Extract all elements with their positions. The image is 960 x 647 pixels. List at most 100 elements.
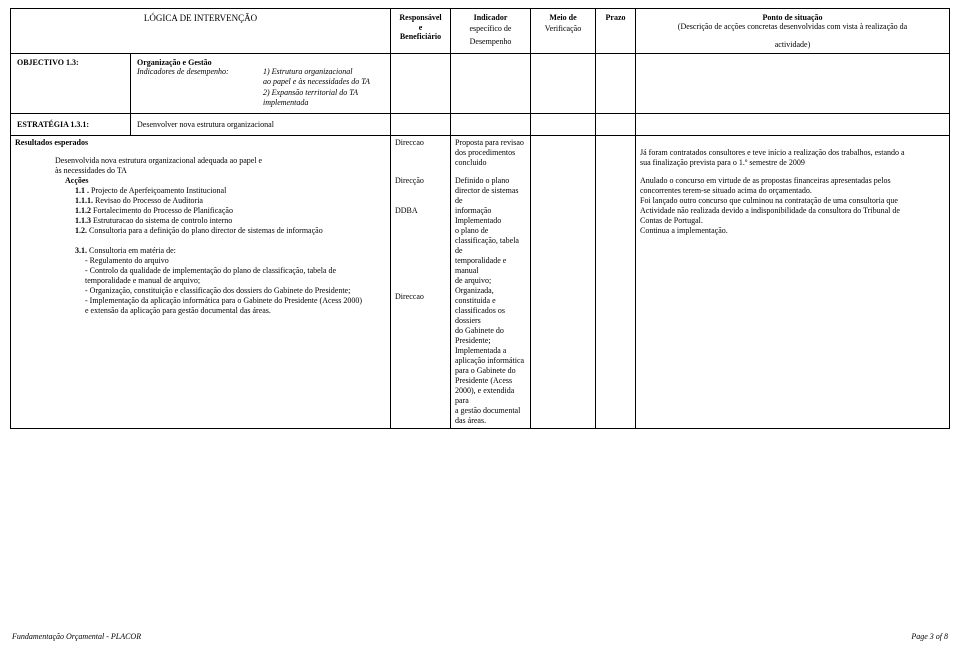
accao-1-1-2: 1.1.2 Fortalecimento do Processo de Plan… [15, 206, 386, 216]
accao-1-1: 1.1 . Projecto de Aperfeiçoamento Instit… [15, 186, 386, 196]
resp-l1: Responsável [399, 13, 441, 22]
ponto-3b: Contas de Portugal. [640, 216, 945, 226]
ponto-2c: Foi lançado outro concurso que culminou … [640, 196, 945, 206]
ponto-l1: Ponto de situação [763, 13, 823, 22]
ind-3f: constituida e [455, 296, 526, 306]
resp-l2: e [419, 23, 423, 32]
logica-header: LÓGICA DE INTERVENÇÃO [11, 9, 391, 54]
ponto-2b: concorrentes terem-se situado acima do o… [640, 186, 945, 196]
resp-2: Direcção [395, 176, 446, 186]
est-empty-prazo [596, 113, 636, 135]
estrategia-desc: Desenvolver nova estrutura organizaciona… [131, 113, 391, 135]
ind-l3: Desempenho [457, 37, 524, 46]
ind-3m: Presidente (Acess [455, 376, 526, 386]
body-meio-cell [531, 136, 596, 429]
estrategia-label: ESTRATÉGIA 1.3.1: [11, 113, 131, 135]
ind-3e: de arquivo; Organizada, [455, 276, 526, 296]
accao-1-1-3: 1.1.3 Estruturacao do sistema de control… [15, 216, 386, 226]
sub-bullet-2: - Controlo da qualidade de implementação… [15, 266, 386, 276]
ind-3c: classificação, tabela de [455, 236, 526, 256]
ind-3a: Implementado [455, 216, 526, 226]
header-table: LÓGICA DE INTERVENÇÃO Responsável e Bene… [10, 8, 950, 136]
accao-1-1-1: 1.1.1. Revisao do Processo de Auditoria [15, 196, 386, 206]
body-row: Resultados esperados Desenvolvida nova e… [11, 136, 950, 429]
document-page: LÓGICA DE INTERVENÇÃO Responsável e Bene… [0, 0, 960, 449]
resp-l3: Beneficiário [400, 32, 441, 41]
objectivo-label: OBJECTIVO 1.3: [11, 54, 131, 114]
sub-bullet-4b: e extensão da aplicação para gestão docu… [15, 306, 386, 316]
obj-empty-ponto [636, 54, 950, 114]
ind-l2: específico de [457, 24, 524, 33]
ind-desemp-label: Indicadores de desempenho: [137, 67, 257, 76]
body-ind-cell: Proposta para revisao dos procedimentos … [451, 136, 531, 429]
objectivo-content: Organização e Gestão Indicadores de dese… [131, 54, 391, 114]
ind-3n: 2000), e extendida para [455, 386, 526, 406]
ponto-3c: Continua a implementação. [640, 226, 945, 236]
ponto-l3: actividade) [642, 40, 943, 49]
responsavel-header: Responsável e Beneficiário [391, 9, 451, 54]
ind-desemp-row: Indicadores de desempenho: 1) Estrutura … [137, 67, 370, 76]
meio-header: Meio de Verificação [531, 9, 596, 54]
estrategia-row: ESTRATÉGIA 1.3.1: Desenvolver nova estru… [11, 113, 950, 135]
ponto-l2: (Descrição de acções concretas desenvolv… [642, 22, 943, 31]
ind-3o: a gestão documental [455, 406, 526, 416]
accao-1-2: 1.2. Consultoria para a definição do pla… [15, 226, 386, 236]
ponto-1b: sua finalização prevista para o 1.º seme… [640, 158, 945, 168]
ind-1a: Proposta para revisao [455, 138, 526, 148]
ind-1c: concluido [455, 158, 526, 168]
est-empty-meio [531, 113, 596, 135]
est-empty-ind [451, 113, 531, 135]
sub-bullet-4: - Implementação da aplicação informática… [15, 296, 386, 306]
footer-left: Fundamentação Orçamental - PLACOR [12, 632, 141, 641]
objectivo-row: OBJECTIVO 1.3: Organização e Gestão Indi… [11, 54, 950, 114]
resp-4: Direccao [395, 292, 446, 302]
header-row: LÓGICA DE INTERVENÇÃO Responsável e Bene… [11, 9, 950, 54]
obj-title: Organização e Gestão [137, 58, 212, 67]
est-empty-resp [391, 113, 451, 135]
ind-2b: director de sistemas de [455, 186, 526, 206]
ponto-3a: Actividade não realizada devido a indisp… [640, 206, 945, 216]
sub-bullet-2b: temporalidade e manual de arquivo; [15, 276, 386, 286]
footer-right: Page 3 of 8 [911, 632, 948, 641]
ind-3b: o plano de [455, 226, 526, 236]
sub-bullet-3: - Organização, constituição e classifica… [15, 286, 386, 296]
obj-item-1: 1) Estrutura organizacional [263, 67, 352, 76]
ind-3h: do Gabinete do [455, 326, 526, 336]
ind-3i: Presidente; [455, 336, 526, 346]
accoes-label: Acções [15, 176, 386, 186]
ind-3l: para o Gabinete do [455, 366, 526, 376]
body-left-cell: Resultados esperados Desenvolvida nova e… [11, 136, 391, 429]
resp-1: Direccao [395, 138, 446, 148]
ind-3g: classificados os dossiers [455, 306, 526, 326]
obj-empty-prazo [596, 54, 636, 114]
est-empty-ponto [636, 113, 950, 135]
dev-line2: às necessidades do TA [15, 166, 386, 176]
ind-l1: Indicador [474, 13, 508, 22]
body-resp-cell: Direccao Direcção DDBA Direccao [391, 136, 451, 429]
obj-empty-meio [531, 54, 596, 114]
ponto-2a: Anulado o concurso em virtude de as prop… [640, 176, 945, 186]
indicador-header: Indicador específico de Desempenho [451, 9, 531, 54]
accao-3-1: 3.1. Consultoria em matéria de: [15, 246, 386, 256]
meio-l1: Meio de [549, 13, 576, 22]
ind-1b: dos procedimentos [455, 148, 526, 158]
ind-3j: Implementada a [455, 346, 526, 356]
prazo-header: Prazo [596, 9, 636, 54]
obj-item-1b: ao papel e às necessidades do TA [263, 77, 370, 86]
obj-empty-resp [391, 54, 451, 114]
sub-bullet-1: - Regulamento do arquivo [15, 256, 386, 266]
obj-empty-ind [451, 54, 531, 114]
ponto-header: Ponto de situação (Descrição de acções c… [636, 9, 950, 54]
ind-2c: informação [455, 206, 526, 216]
obj-item-2: 2) Expansão territorial do TA [263, 88, 358, 97]
body-table: Resultados esperados Desenvolvida nova e… [10, 136, 950, 429]
ind-3k: aplicação informática [455, 356, 526, 366]
ind-3d: temporalidade e manual [455, 256, 526, 276]
resp-3: DDBA [395, 206, 446, 216]
page-footer: Fundamentação Orçamental - PLACOR Page 3… [12, 632, 948, 641]
ponto-1a: Já foram contratados consultores e teve … [640, 148, 945, 158]
body-ponto-cell: Já foram contratados consultores e teve … [636, 136, 950, 429]
ind-3p: das áreas. [455, 416, 526, 426]
obj-item-2b: implementada [263, 98, 308, 107]
resultados-title: Resultados esperados [15, 138, 88, 147]
